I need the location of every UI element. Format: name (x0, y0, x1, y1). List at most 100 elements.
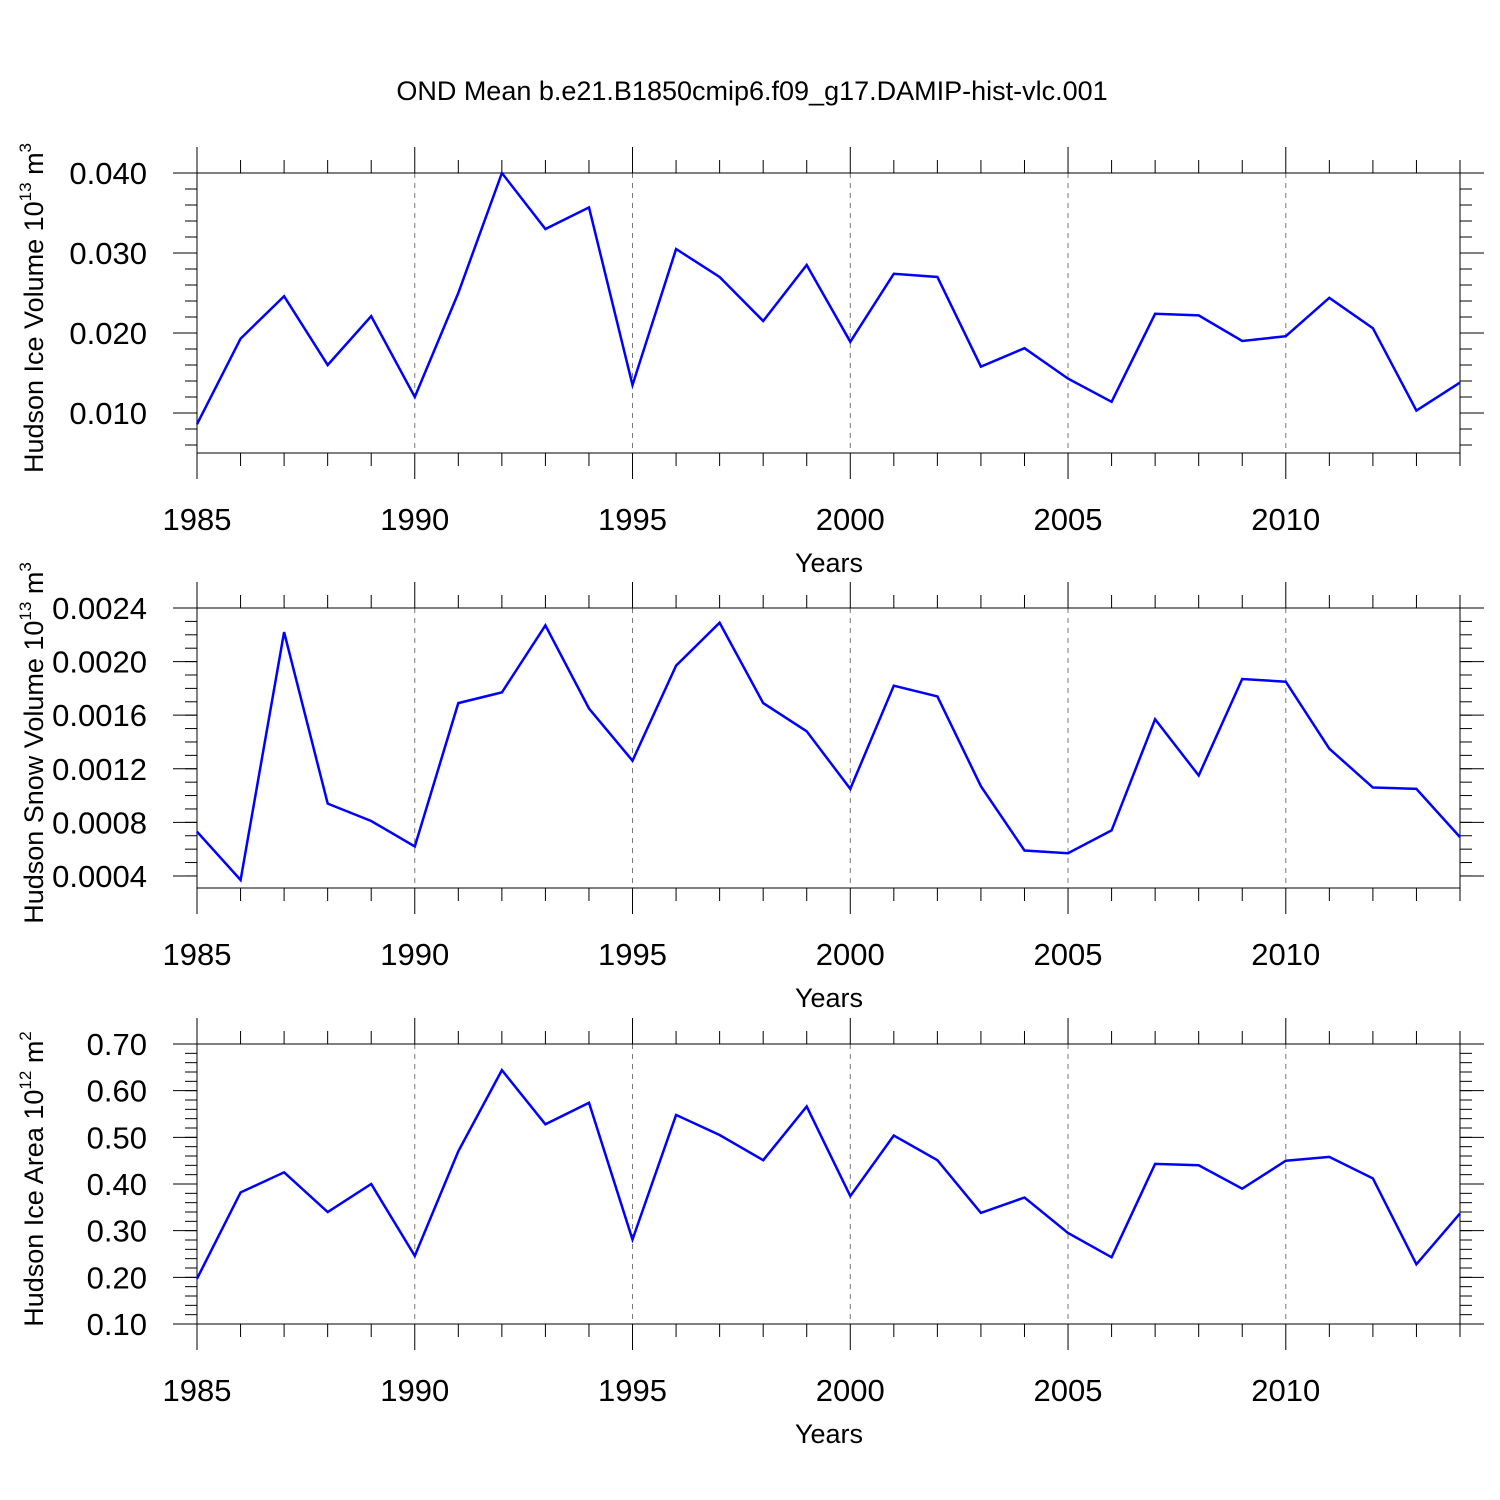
data-point (326, 1210, 330, 1214)
data-point (1458, 835, 1462, 839)
data-point (1371, 326, 1375, 330)
data-point (674, 1113, 678, 1117)
data-point (718, 1133, 722, 1137)
chart-panel-snow-volume: 0.0004 0.0008 0.0012 0.0016 0.0020 0.0024 1985… (16, 562, 1484, 1013)
data-point (1284, 1159, 1288, 1163)
y-axis-label-ylabel-unit: m (19, 152, 49, 182)
plot-frame (196, 172, 1461, 454)
data-point (631, 759, 635, 763)
data-point (761, 319, 765, 323)
data-point (369, 819, 373, 823)
data-point (282, 1170, 286, 1174)
data-point (631, 383, 635, 387)
y-tick-label: 0.010 (69, 396, 147, 431)
data-point (892, 1133, 896, 1137)
data-point (674, 664, 678, 668)
data-point (1110, 1255, 1114, 1259)
data-point (1153, 717, 1157, 721)
plot-frame (196, 607, 1461, 889)
y-tick-label: 0.040 (69, 156, 147, 191)
y-tick-label: 0.020 (69, 316, 147, 351)
data-point (326, 363, 330, 367)
data-point (500, 1068, 504, 1072)
x-tick-label: 1990 (380, 1373, 449, 1408)
y-axis-label-ylabel: Hudson Ice Volume 10 (19, 201, 49, 473)
data-point (1240, 1187, 1244, 1191)
data-point (1414, 409, 1418, 413)
y-axis-label-ylabel-exp: 13 (16, 182, 35, 201)
data-point (239, 878, 243, 882)
data-point (326, 802, 330, 806)
y-axis-label: Hudson Ice Area 1012 m2 (16, 1031, 49, 1327)
data-point (1066, 377, 1070, 381)
x-tick-label: 2000 (816, 937, 885, 972)
y-axis-label-ylabel-exp: 13 (16, 602, 35, 621)
data-point (1197, 313, 1201, 317)
data-point (1110, 828, 1114, 832)
y-tick-label: 0.0020 (52, 645, 147, 680)
data-point (892, 684, 896, 688)
data-point (1414, 787, 1418, 791)
y-tick-label: 0.20 (87, 1260, 147, 1295)
data-point (979, 1211, 983, 1215)
series-line-ice-volume (195, 170, 1461, 425)
data-point (805, 1105, 809, 1109)
y-tick-label: 0.0024 (52, 591, 147, 626)
x-axis-label: Years (795, 983, 863, 1013)
data-point (1022, 346, 1026, 350)
x-tick-label: 1985 (163, 937, 232, 972)
data-point (805, 729, 809, 733)
data-point (1327, 296, 1331, 300)
data-point (1327, 747, 1331, 751)
data-point (543, 1122, 547, 1126)
x-axis-label: Years (795, 548, 863, 578)
chart-title: OND Mean b.e21.B1850cmip6.f09_g17.DAMIP-… (396, 76, 1107, 106)
data-point (1022, 1196, 1026, 1200)
x-tick-label: 1990 (380, 937, 449, 972)
data-point (1066, 1231, 1070, 1235)
data-point (892, 272, 896, 276)
x-tick-label: 2005 (1034, 1373, 1103, 1408)
y-axis-label-ylabel-unit-exp: 3 (16, 562, 35, 571)
y-axis-label-ylabel-unit: m (19, 572, 49, 602)
data-point (1458, 381, 1462, 385)
data-point (1284, 680, 1288, 684)
y-axis-label-ylabel-exp: 12 (16, 1071, 35, 1090)
x-tick-label: 1990 (380, 502, 449, 537)
data-point (1240, 339, 1244, 343)
chart-panel-ice-volume: 0.010 0.020 0.030 0.040 1985 1990 1995 2000 2005… (16, 143, 1484, 578)
y-axis-label-ylabel-unit: m (19, 1041, 49, 1071)
data-point (369, 1182, 373, 1186)
y-axis-label: Hudson Ice Volume 1013 m3 (16, 143, 49, 473)
data-point (1371, 786, 1375, 790)
data-point (413, 1254, 417, 1258)
y-axis-label-ylabel-unit-exp: 2 (16, 1031, 35, 1040)
data-point (1327, 1155, 1331, 1159)
data-point (282, 630, 286, 634)
data-point (456, 1149, 460, 1153)
x-tick-label: 1995 (598, 502, 667, 537)
data-point (1284, 334, 1288, 338)
data-point (761, 701, 765, 705)
data-point (1197, 1163, 1201, 1167)
y-axis-label-ylabel-unit-exp: 3 (16, 143, 35, 152)
data-point (631, 1238, 635, 1242)
data-point (1414, 1262, 1418, 1266)
data-point (1197, 773, 1201, 777)
x-tick-label: 2010 (1251, 937, 1320, 972)
data-point (456, 291, 460, 295)
x-tick-label: 1995 (598, 937, 667, 972)
data-point (587, 1101, 591, 1105)
data-point (848, 787, 852, 791)
data-point (500, 690, 504, 694)
panels: 0.010 0.020 0.030 0.040 1985 1990 1995 2000 2005… (16, 143, 1484, 1449)
data-point (195, 1277, 199, 1281)
x-axis-label: Years (795, 1419, 863, 1449)
data-point (1066, 851, 1070, 855)
data-point (761, 1158, 765, 1162)
data-point (1458, 1211, 1462, 1215)
y-tick-label: 0.030 (69, 236, 147, 271)
series-line-ice-area (195, 1067, 1461, 1280)
y-tick-label: 0.0004 (52, 859, 147, 894)
